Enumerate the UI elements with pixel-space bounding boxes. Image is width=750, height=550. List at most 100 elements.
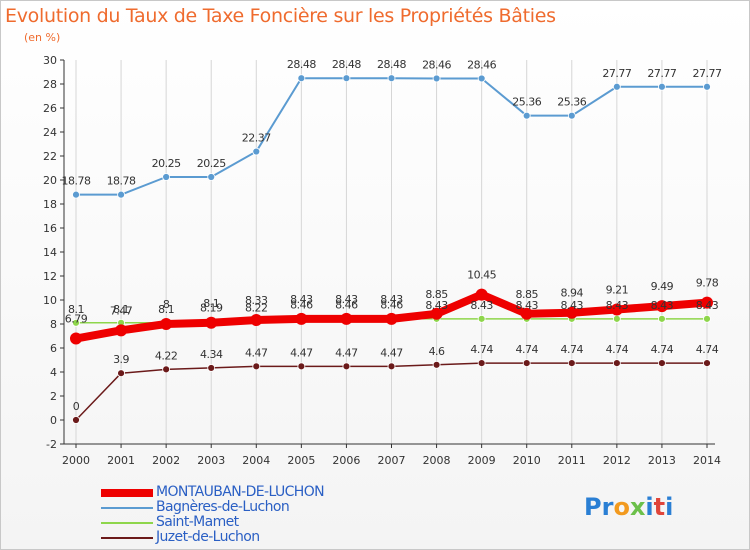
data-point (205, 316, 218, 329)
data-label: 8 (163, 298, 170, 311)
data-label: 6.79 (65, 313, 88, 326)
x-tick-label-2009: 2009 (468, 454, 496, 467)
data-point (297, 74, 306, 83)
data-point (162, 365, 171, 374)
legend-label: MONTAUBAN-DE-LUCHON (156, 484, 325, 500)
data-labels-juzet-de-luchon: 0 3.9 4.22 4.34 4.47 4.47 4.47 4.47 4.6 4.74 4.74 4… (73, 343, 719, 413)
data-label: 4.34 (200, 348, 223, 361)
x-ticks: 2000 2001 2002 2003 2004 2005 2006 2007 2008 2009… (62, 444, 721, 467)
data-point (72, 416, 80, 424)
y-tick-label: 22 (43, 150, 57, 163)
data-label: 8.43 (380, 293, 403, 306)
data-label: 8.43 (470, 299, 493, 312)
data-point (432, 74, 441, 83)
data-point (295, 312, 308, 325)
series-bagn-res-de-luchon (72, 74, 711, 199)
data-point (520, 307, 533, 320)
x-tick-label-2013: 2013 (648, 454, 676, 467)
legend-label: Saint-Mamet (156, 514, 239, 530)
data-point (475, 288, 488, 301)
logo-letter: P (584, 493, 602, 521)
logo-letter: x (629, 493, 646, 521)
data-labels-bagn-res-de-luchon: 18.78 18.78 20.25 20.25 22.37 28.48 28.48 28.48… (62, 58, 723, 188)
data-point (340, 312, 353, 325)
y-tick-label: 16 (43, 222, 57, 235)
chart-title: Evolution du Taux de Taxe Foncière sur l… (5, 5, 556, 27)
data-point (385, 312, 398, 325)
x-tick-label-2000: 2000 (62, 454, 90, 467)
y-tick-label: 24 (43, 126, 57, 139)
data-point (610, 303, 623, 316)
data-label: 27.77 (647, 67, 676, 80)
data-label: 9.21 (606, 283, 629, 296)
data-label: 4.47 (335, 346, 358, 359)
y-tick-label: 0 (50, 414, 57, 427)
data-label: 8.85 (425, 288, 448, 301)
data-point (567, 359, 576, 368)
data-label: 27.77 (693, 67, 722, 80)
data-label: 8.33 (245, 294, 268, 307)
data-label: 8.1 (113, 303, 129, 316)
data-point (703, 82, 711, 91)
y-tick-label: 28 (43, 78, 57, 91)
data-label: 7.47 (110, 304, 133, 317)
y-tick-label: 4 (50, 366, 57, 379)
data-point (655, 300, 668, 313)
data-point (565, 306, 578, 319)
data-point (522, 359, 531, 368)
grid-lines (75, 60, 708, 444)
x-tick-label-2005: 2005 (287, 454, 315, 467)
data-label: 20.25 (152, 157, 181, 170)
data-label: 8.1 (158, 303, 174, 316)
data-label: 9.49 (651, 280, 674, 293)
data-point (250, 314, 263, 327)
y-tick-label: 2 (50, 390, 57, 403)
data-label: 20.25 (197, 157, 226, 170)
data-label: 4.47 (245, 346, 268, 359)
data-label: 8.43 (515, 299, 538, 312)
data-labels-montauban-de-luchon: 6.797.47 8 8.1 8.33 8.43 8.43 8.43 8.8510.458.8… (65, 269, 719, 326)
data-point (70, 332, 82, 345)
legend-label: Bagnères-de-Luchon (156, 499, 290, 515)
logo-letter: i (645, 493, 654, 521)
data-label: 8.19 (200, 302, 223, 315)
y-tick-label: 10 (43, 294, 57, 307)
x-tick-label-2012: 2012 (603, 454, 631, 467)
data-point (612, 359, 621, 368)
data-point (387, 74, 396, 83)
data-label: 18.78 (62, 175, 91, 188)
data-label: 3.9 (113, 353, 129, 366)
y-tick-label: 12 (43, 270, 57, 283)
data-point (297, 362, 306, 371)
data-point (567, 111, 576, 120)
x-tick-label-2004: 2004 (242, 454, 270, 467)
data-point (612, 82, 621, 91)
logo-letter: t (653, 493, 666, 521)
data-point (703, 314, 711, 323)
logo-letter: r (601, 493, 614, 521)
legend-swatch (101, 507, 153, 509)
data-label: 8.43 (606, 299, 629, 312)
proxiti-logo: Proxiti (584, 493, 673, 521)
data-label: 8.43 (425, 299, 448, 312)
data-point (658, 82, 666, 91)
data-point (162, 173, 171, 181)
data-label: 9.78 (696, 277, 719, 290)
data-point (477, 314, 486, 323)
data-label: 4.22 (155, 349, 178, 362)
data-label: 28.48 (377, 58, 406, 71)
x-tick-label-2002: 2002 (152, 454, 180, 467)
data-label: 28.48 (287, 58, 316, 71)
data-point (612, 314, 621, 323)
data-label: 4.74 (470, 343, 493, 356)
data-label: 8.46 (290, 298, 313, 311)
legend-label: Juzet-de-Luchon (156, 529, 260, 545)
legend-swatch (101, 522, 153, 524)
x-tick-label-2008: 2008 (423, 454, 451, 467)
data-point (703, 359, 711, 368)
data-label: 8.94 (561, 287, 584, 300)
data-point (387, 362, 396, 371)
data-label: 28.46 (422, 58, 451, 71)
data-label: 8.43 (290, 293, 313, 306)
